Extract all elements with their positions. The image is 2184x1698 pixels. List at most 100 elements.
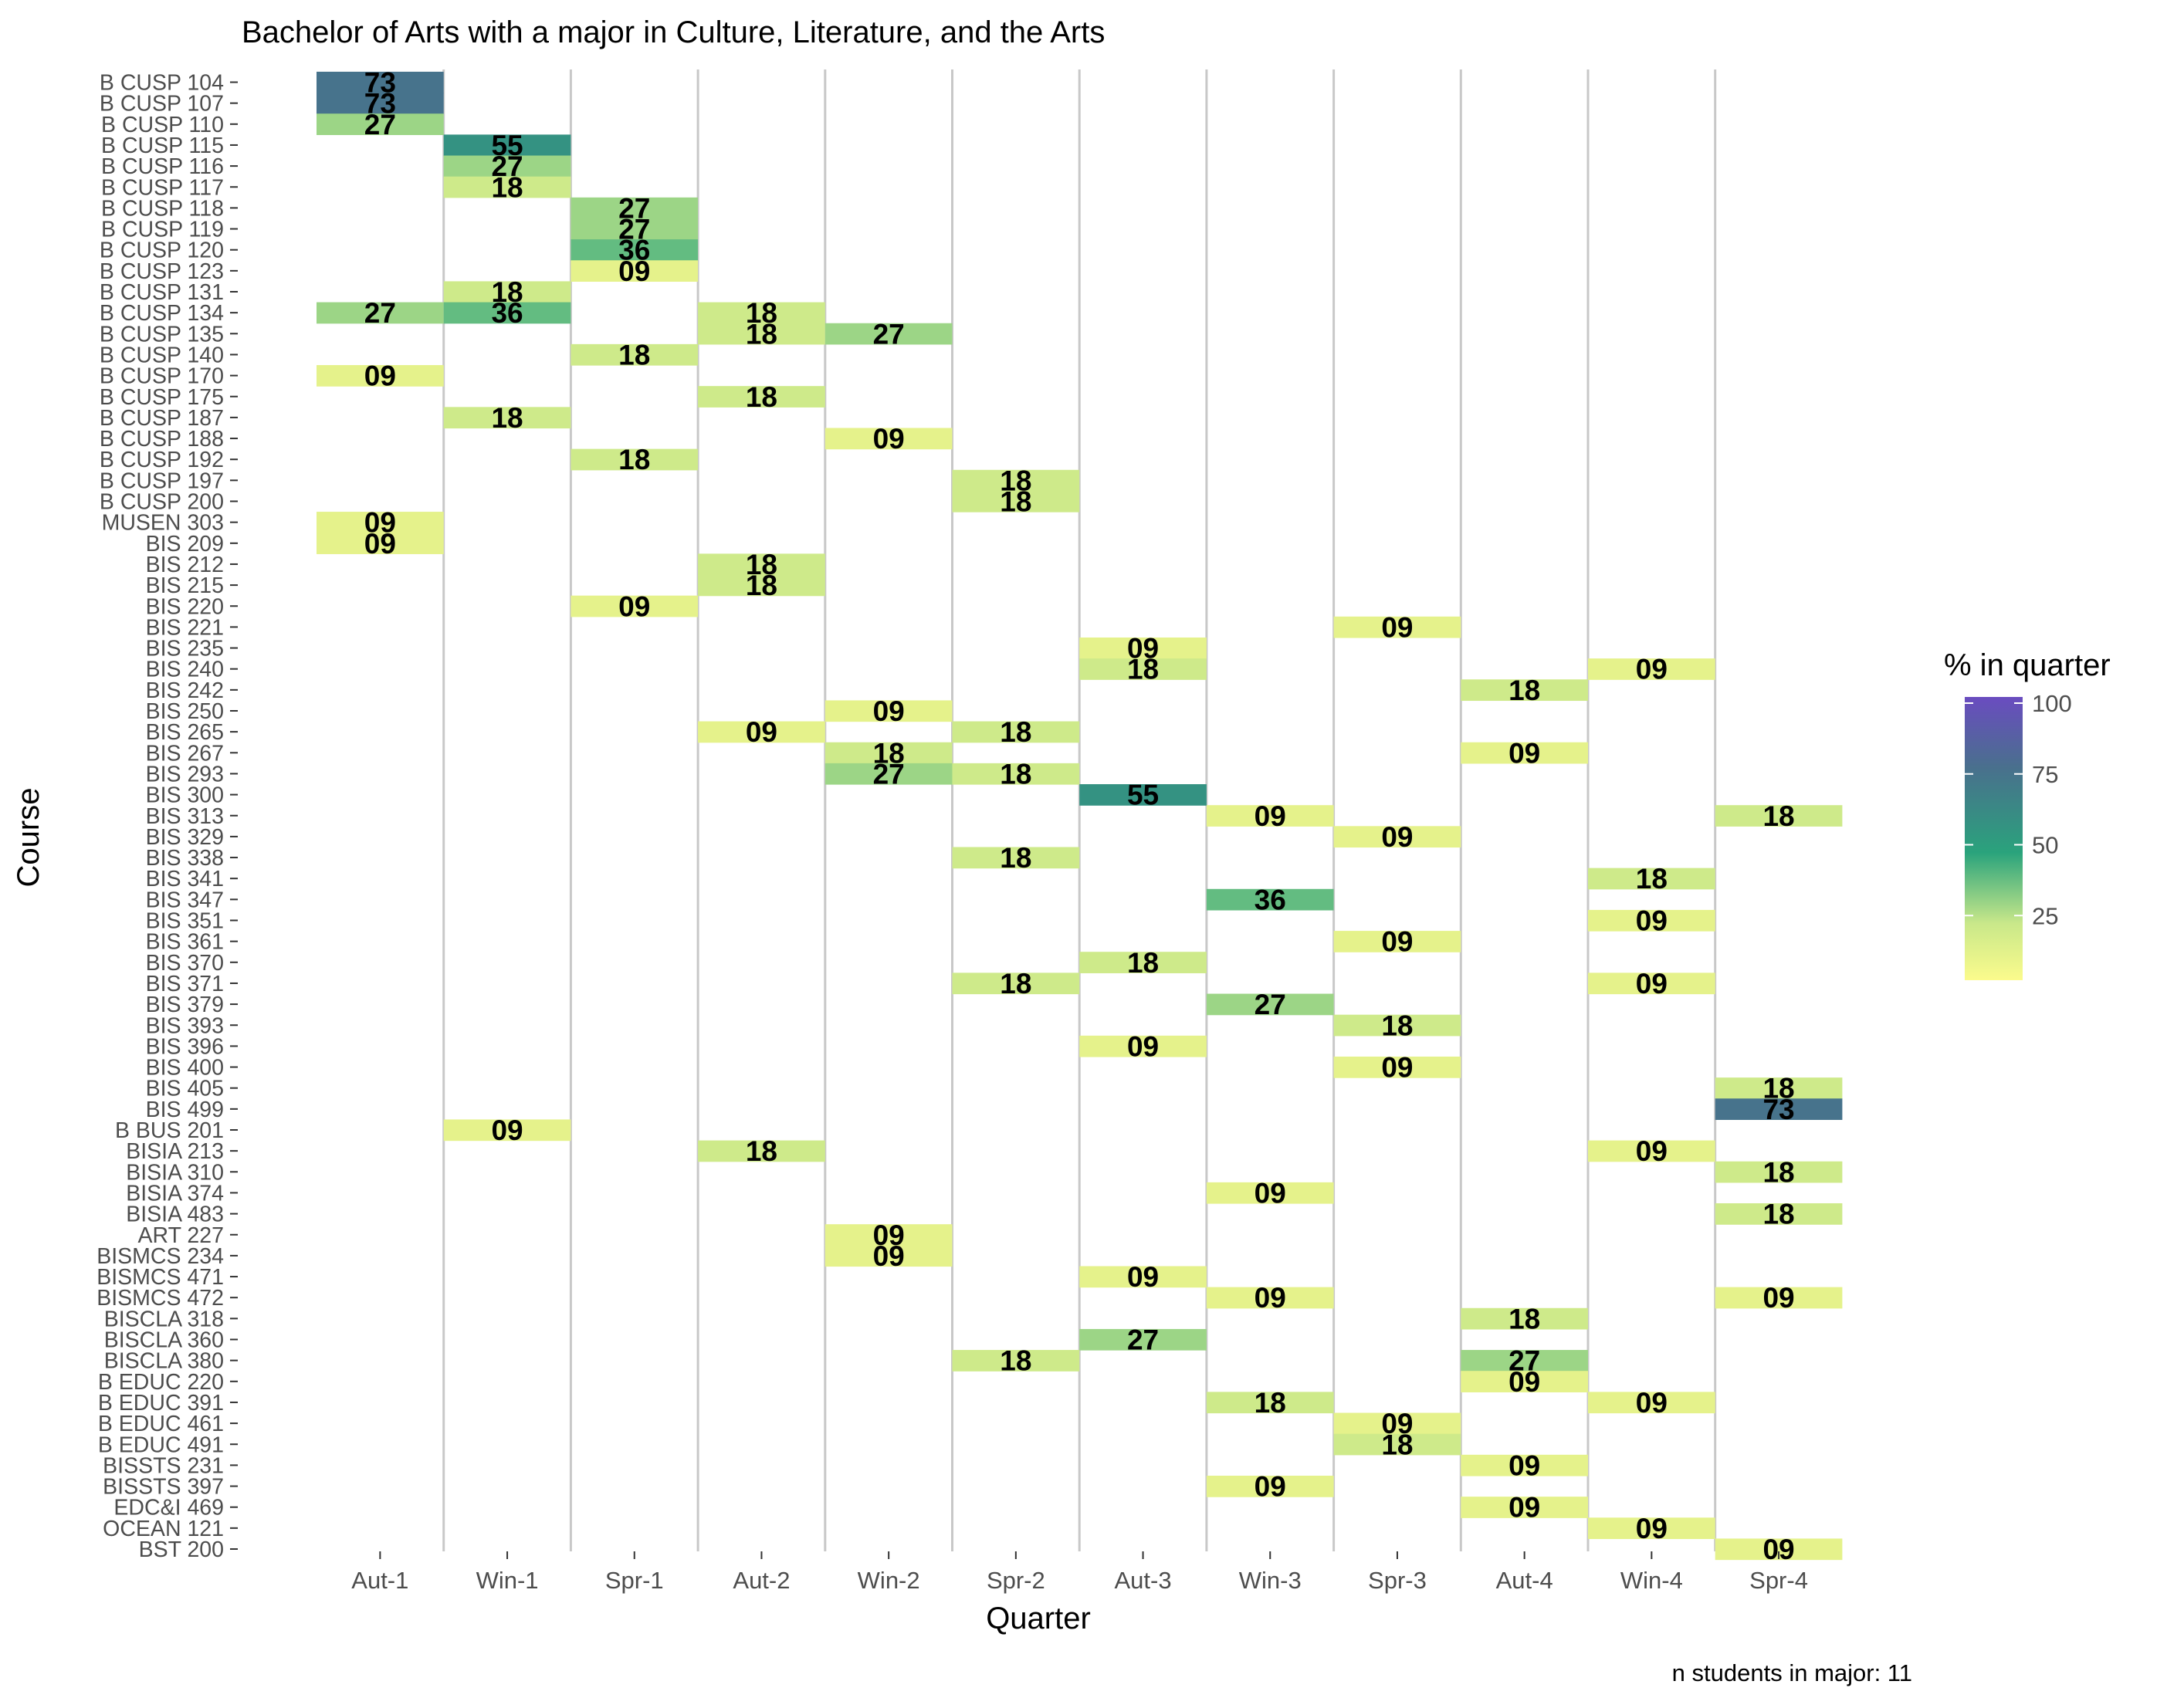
cell-label-b-cusp-107-aut-1: 73 <box>364 88 396 120</box>
cell-b-educ-491-spr-3 <box>1333 1433 1461 1456</box>
cell-label-bissts-231-aut-4: 09 <box>1508 1449 1540 1481</box>
y-tick-label-b-educ-491: B EDUC 491 <box>98 1432 224 1457</box>
x-tick-label-aut-2: Aut-2 <box>733 1567 790 1594</box>
cell-label-bisia-483-spr-4: 18 <box>1762 1199 1794 1230</box>
legend-tick-label-50: 50 <box>2032 832 2058 859</box>
cell-label-edcandi-469-aut-4: 09 <box>1508 1492 1540 1524</box>
cell-label-musen-303-aut-1: 09 <box>364 507 396 539</box>
cell-label-bis-313-win-3: 09 <box>1255 800 1286 832</box>
cell-bis-371-win-4 <box>1588 972 1715 995</box>
cell-label-bst-200-spr-4: 09 <box>1762 1534 1794 1565</box>
cell-label-bis-393-spr-3: 18 <box>1381 1010 1413 1041</box>
cell-bis-370-aut-3 <box>1079 952 1207 973</box>
cell-biscla-380-spr-2 <box>952 1350 1080 1372</box>
cell-bismcs-471-aut-3 <box>1079 1266 1207 1288</box>
cell-bis-209-aut-1 <box>317 533 444 554</box>
cell-bis-265-spr-2 <box>952 721 1080 743</box>
cell-label-b-cusp-175-aut-2: 18 <box>746 381 777 413</box>
y-tick-label-bismcs-471: BISMCS 471 <box>97 1265 224 1290</box>
cell-bis-338-spr-2 <box>952 847 1080 869</box>
x-tick-label-win-2: Win-2 <box>858 1567 920 1594</box>
x-tick-label-spr-2: Spr-2 <box>987 1567 1045 1594</box>
cell-label-bis-371-win-4: 09 <box>1636 968 1668 1000</box>
cell-label-bis-267-aut-4: 09 <box>1508 737 1540 769</box>
cell-bis-221-spr-3 <box>1333 616 1461 638</box>
cell-label-b-cusp-192-spr-1: 18 <box>618 444 650 475</box>
cell-b-cusp-192-spr-1 <box>571 448 699 471</box>
y-tick-label-bis-242: BIS 242 <box>146 678 224 703</box>
cell-bis-313-spr-4 <box>1715 805 1843 827</box>
cell-bis-293-win-2 <box>825 763 953 785</box>
cell-label-b-bus-201-win-1: 09 <box>491 1115 523 1146</box>
cell-label-b-cusp-135-aut-2: 18 <box>746 318 777 350</box>
cell-label-b-cusp-200-spr-2: 18 <box>1000 486 1031 518</box>
cell-b-cusp-134-win-1 <box>443 302 571 324</box>
cell-bis-405-spr-4 <box>1715 1077 1843 1099</box>
cell-biscla-380-aut-4 <box>1461 1350 1588 1372</box>
cell-bisia-213-win-4 <box>1588 1140 1715 1162</box>
cell-label-b-cusp-197-spr-2: 18 <box>1000 465 1031 496</box>
cell-b-cusp-197-spr-2 <box>952 469 1080 492</box>
cell-label-b-educ-461-spr-3: 09 <box>1381 1408 1413 1439</box>
cell-label-bis-212-aut-2: 18 <box>746 549 777 580</box>
legend: % in quarter 25 50 75 100 <box>1944 648 2111 980</box>
cell-b-educ-461-spr-3 <box>1333 1412 1461 1435</box>
cell-bisia-483-spr-4 <box>1715 1203 1843 1225</box>
cell-bis-341-win-4 <box>1588 868 1715 890</box>
cell-b-cusp-110-aut-1 <box>317 113 444 135</box>
y-tick-label-b-cusp-192: B CUSP 192 <box>100 448 224 472</box>
y-tick-label-b-cusp-187: B CUSP 187 <box>100 406 224 431</box>
y-tick-label-bis-405: BIS 405 <box>146 1077 224 1101</box>
y-tick-label-b-educ-220: B EDUC 220 <box>98 1370 224 1395</box>
cell-bisia-374-win-3 <box>1206 1182 1334 1204</box>
y-tick-label-art-227: ART 227 <box>138 1223 224 1248</box>
cell-b-cusp-116-win-1 <box>443 155 571 178</box>
y-tick-label-b-educ-391: B EDUC 391 <box>98 1391 224 1416</box>
y-tick-label-b-cusp-188: B CUSP 188 <box>100 427 224 452</box>
y-tick-label-b-cusp-197: B CUSP 197 <box>100 468 224 493</box>
cell-b-cusp-123-spr-1 <box>571 260 699 282</box>
y-tick-label-b-cusp-131: B CUSP 131 <box>100 280 224 305</box>
cell-label-bis-338-spr-2: 18 <box>1000 842 1031 874</box>
y-tick-label-bis-499: BIS 499 <box>146 1098 224 1122</box>
cell-label-bismcs-472-win-3: 09 <box>1255 1282 1286 1314</box>
legend-tick-label-75: 75 <box>2032 761 2058 788</box>
cell-label-bisia-213-aut-2: 18 <box>746 1135 777 1167</box>
legend-tick-label-25: 25 <box>2032 902 2058 929</box>
cell-b-cusp-140-spr-1 <box>571 343 699 366</box>
cell-bis-215-aut-2 <box>698 574 825 597</box>
y-tick-label-bis-351: BIS 351 <box>146 909 224 934</box>
y-tick-label-bis-215: BIS 215 <box>146 573 224 598</box>
cell-b-cusp-117-win-1 <box>443 176 571 198</box>
y-axis-title: Course <box>12 788 46 888</box>
x-axis-ticks: Aut-1 Win-1 Spr-1 Aut-2 Win-2 Spr-2 Aut-3 Win-3… <box>351 1551 1808 1594</box>
cell-label-bis-293-win-2: 27 <box>873 758 905 790</box>
y-tick-label-bis-341: BIS 341 <box>146 867 224 891</box>
y-tick-label-bisia-310: BISIA 310 <box>126 1160 224 1185</box>
cell-label-bis-240-aut-3: 18 <box>1127 654 1159 685</box>
cell-label-b-cusp-170-aut-1: 09 <box>364 360 396 392</box>
cell-label-bisia-374-win-3: 09 <box>1255 1177 1286 1209</box>
cell-bismcs-234-win-2 <box>825 1245 953 1267</box>
cell-biscla-318-aut-4 <box>1461 1307 1588 1330</box>
cell-label-biscla-360-aut-3: 27 <box>1127 1324 1159 1356</box>
y-tick-label-b-cusp-135: B CUSP 135 <box>100 322 224 347</box>
y-tick-label-b-cusp-118: B CUSP 118 <box>101 196 224 221</box>
x-tick-label-win-4: Win-4 <box>1620 1567 1683 1594</box>
y-tick-label-bis-293: BIS 293 <box>146 762 224 786</box>
x-tick-label-win-1: Win-1 <box>476 1567 539 1594</box>
cell-ocean-121-win-4 <box>1588 1517 1715 1540</box>
cell-label-bis-209-aut-1: 09 <box>364 528 396 560</box>
cell-label-bisia-213-win-4: 09 <box>1636 1135 1668 1167</box>
cell-label-bis-240-win-4: 09 <box>1636 654 1668 685</box>
y-tick-label-bismcs-472: BISMCS 472 <box>97 1286 224 1311</box>
cell-label-bis-396-aut-3: 09 <box>1127 1030 1159 1062</box>
cell-b-cusp-131-win-1 <box>443 281 571 303</box>
y-tick-label-bst-200: BST 200 <box>139 1537 224 1562</box>
cell-musen-303-aut-1 <box>317 512 444 533</box>
y-tick-label-b-cusp-120: B CUSP 120 <box>100 238 224 263</box>
cell-label-bis-371-spr-2: 18 <box>1000 968 1031 1000</box>
cell-bis-235-aut-3 <box>1079 637 1207 659</box>
y-tick-label-bisia-374: BISIA 374 <box>126 1181 224 1206</box>
